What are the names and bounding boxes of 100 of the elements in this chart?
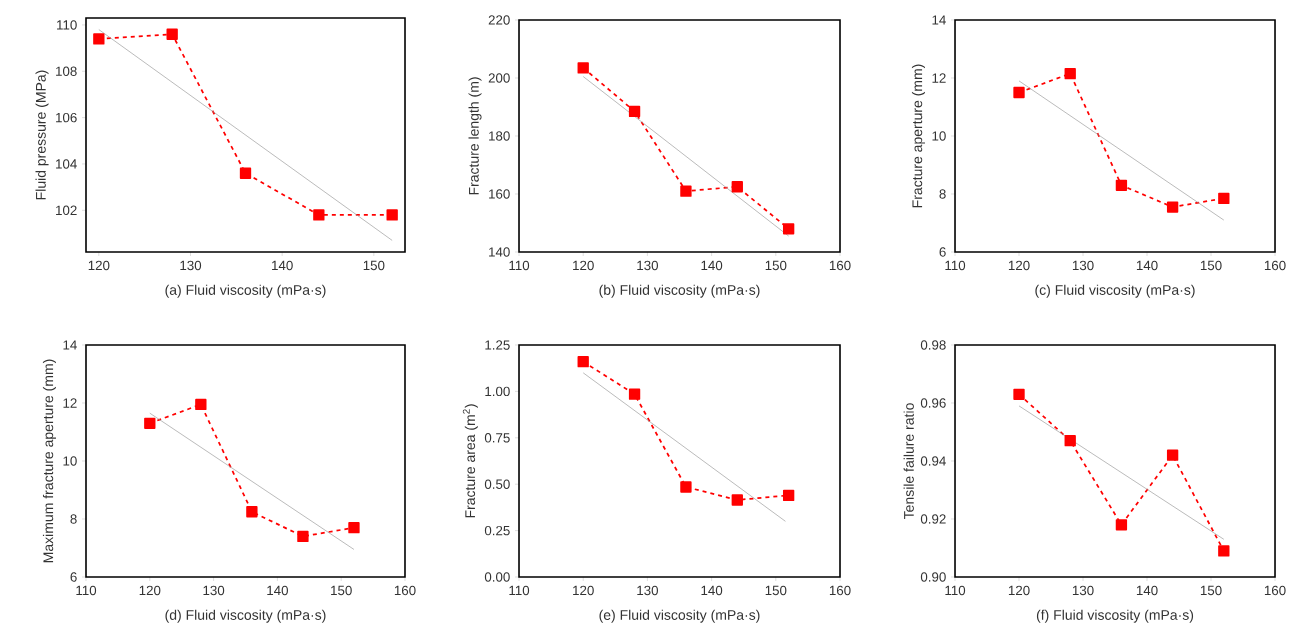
y-tick-label: 180	[489, 131, 510, 141]
x-tick-label: 120	[1008, 260, 1030, 271]
point	[246, 506, 258, 518]
y-tick-label: 1.00	[485, 386, 510, 397]
y-tick-label: 10	[63, 456, 77, 466]
point	[1064, 435, 1076, 447]
point	[1218, 545, 1230, 557]
y-tick-label: 0.98	[920, 340, 946, 350]
point	[239, 167, 252, 179]
point	[1115, 179, 1128, 191]
point	[93, 33, 105, 45]
x-tick-label: 150	[1200, 260, 1222, 271]
point	[166, 28, 178, 40]
point	[1166, 201, 1179, 213]
x-axis-title: (b) Fluid viscosity (mPa·s)	[599, 284, 760, 298]
point	[731, 494, 743, 506]
point	[1218, 192, 1230, 205]
point	[348, 522, 360, 534]
point	[680, 481, 692, 493]
x-tick-label: 160	[1264, 585, 1286, 596]
point	[313, 209, 325, 221]
y-tick-label: 0.25	[484, 525, 510, 536]
x-tick-label: 160	[1264, 260, 1286, 271]
point	[782, 223, 795, 235]
y-tick-label: 0.00	[484, 572, 510, 582]
x-tick-label: 120	[88, 260, 110, 271]
point	[628, 388, 641, 400]
x-tick-label: 130	[203, 585, 225, 596]
x-tick-label: 130	[637, 260, 659, 271]
y-tick-label: 110	[57, 20, 77, 30]
y-axis-title: Fracture length (m)	[468, 77, 482, 195]
x-tick-label: 140	[701, 260, 723, 271]
x-tick-label: 130	[180, 260, 202, 271]
y-tick-label: 14	[63, 340, 77, 350]
point	[144, 417, 156, 429]
x-tick-label: 160	[394, 585, 416, 596]
y-tick-label: 0.50	[484, 479, 510, 489]
x-tick-label: 120	[573, 260, 594, 271]
point	[782, 489, 795, 502]
y-axis-title: Fracture aperture (mm)	[911, 64, 925, 208]
x-tick-label: 150	[331, 585, 352, 596]
y-tick-label: 140	[489, 247, 510, 257]
y-tick-label: 14	[932, 15, 946, 25]
y-tick-label: 10	[932, 131, 946, 141]
x-tick-label: 120	[1008, 585, 1030, 596]
x-tick-label: 140	[1136, 260, 1158, 271]
x-axis-title: (a) Fluid viscosity (mPa·s)	[165, 284, 326, 298]
x-tick-label: 110	[509, 260, 530, 271]
y-tick-label: 160	[489, 189, 510, 199]
y-tick-label: 0.75	[484, 433, 510, 443]
point	[577, 62, 589, 74]
x-tick-label: 120	[139, 585, 161, 596]
point	[1115, 519, 1128, 531]
x-axis-title: (c) Fluid viscosity (mPa·s)	[1035, 284, 1195, 298]
y-tick-label: 1.25	[485, 340, 510, 350]
x-tick-label: 130	[637, 585, 659, 596]
y-tick-label: 106	[56, 112, 77, 123]
point	[297, 530, 309, 543]
y-tick-label: 0.94	[920, 456, 946, 466]
point	[1064, 67, 1076, 80]
y-axis-title: Maximum fracture aperture (mm)	[42, 359, 56, 563]
x-axis-title: (f) Fluid viscosity (mPa·s)	[1036, 609, 1194, 623]
x-tick-label: 140	[1136, 585, 1158, 596]
x-tick-label: 150	[363, 260, 385, 271]
y-tick-label: 200	[488, 73, 510, 83]
y-tick-label: 8	[70, 514, 77, 524]
x-tick-label: 150	[765, 585, 787, 596]
x-tick-label: 140	[267, 585, 288, 596]
y-axis-title: Fracture area (m$^{2}$)	[462, 404, 478, 518]
x-tick-label: 140	[272, 260, 293, 271]
y-tick-label: 8	[939, 189, 946, 199]
point	[386, 209, 398, 221]
y-tick-label: 104	[56, 159, 77, 169]
x-tick-label: 140	[701, 585, 723, 596]
point	[680, 185, 692, 197]
point	[731, 181, 743, 193]
y-tick-label: 6	[70, 572, 77, 582]
y-tick-label: 102	[56, 205, 77, 216]
x-tick-label: 160	[829, 585, 851, 596]
x-tick-label: 160	[829, 260, 851, 271]
point	[1166, 449, 1179, 461]
x-tick-label: 130	[1072, 585, 1094, 596]
x-tick-label: 150	[765, 260, 787, 271]
x-tick-label: 110	[509, 585, 530, 596]
point	[577, 356, 589, 368]
y-tick-label: 12	[932, 73, 946, 83]
y-axis-title: Fluid pressure (MPa)	[35, 70, 49, 200]
x-tick-label: 130	[1072, 260, 1094, 271]
y-axis-title: Tensile failure ratio	[903, 403, 914, 520]
x-tick-label: 150	[1200, 585, 1222, 596]
y-tick-label: 220	[488, 15, 510, 25]
y-tick-label: 0.96	[920, 398, 946, 408]
x-axis-title: (e) Fluid viscosity (mPa·s)	[599, 609, 760, 623]
x-tick-label: 120	[573, 585, 594, 596]
x-axis-title: (d) Fluid viscosity (mPa·s)	[165, 609, 326, 623]
y-tick-label: 12	[63, 398, 77, 408]
point	[1013, 388, 1025, 400]
point	[1013, 86, 1025, 99]
y-tick-label: 6	[939, 247, 946, 257]
y-tick-label: 0.92	[920, 514, 946, 524]
